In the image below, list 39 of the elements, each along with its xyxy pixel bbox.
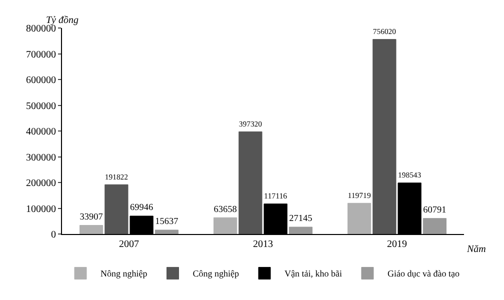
y-tick-label: 700000 xyxy=(26,49,56,60)
data-label: 27145 xyxy=(289,213,313,224)
y-tick-label: 400000 xyxy=(26,126,56,138)
bar xyxy=(80,225,104,234)
data-label: 117116 xyxy=(264,191,288,200)
x-tick-label: 2007 xyxy=(119,239,139,250)
data-label: 119719 xyxy=(348,190,371,200)
legend-label: Giáo dục và đào tạo xyxy=(387,268,460,279)
y-tick-label: 100000 xyxy=(26,204,56,215)
data-label: 33907 xyxy=(80,211,104,222)
bar xyxy=(154,230,178,234)
x-tick-label: 2013 xyxy=(253,239,273,250)
y-tick-label: 0 xyxy=(51,230,56,240)
data-label: 63658 xyxy=(214,204,238,214)
bar xyxy=(104,184,128,234)
data-label: 60791 xyxy=(423,204,447,215)
data-label: 397320 xyxy=(238,119,262,128)
legend-label: Nông nghiệp xyxy=(100,268,148,279)
bar xyxy=(348,202,372,234)
data-label: 198543 xyxy=(398,170,422,180)
y-tick-label: 800000 xyxy=(26,24,56,34)
bar xyxy=(288,226,312,234)
x-axis-title: Năm xyxy=(466,244,486,255)
y-axis-title: Tỷ đồng xyxy=(46,15,78,26)
bar xyxy=(372,39,396,234)
data-label: 756020 xyxy=(372,27,396,36)
y-tick-label: 200000 xyxy=(26,178,56,189)
data-label: 191822 xyxy=(104,172,128,182)
y-tick-label: 300000 xyxy=(26,152,56,164)
y-tick-label: 500000 xyxy=(26,100,56,112)
bar xyxy=(422,218,446,234)
legend-label: Vận tải, kho bãi xyxy=(284,268,342,279)
bar xyxy=(214,217,238,234)
data-label: 15637 xyxy=(155,216,179,226)
legend-label: Công nghiệp xyxy=(192,268,240,279)
data-label: 69946 xyxy=(130,202,154,212)
bar xyxy=(238,131,262,234)
x-tick-label: 2019 xyxy=(387,239,407,250)
y-tick-label: 600000 xyxy=(26,75,56,86)
